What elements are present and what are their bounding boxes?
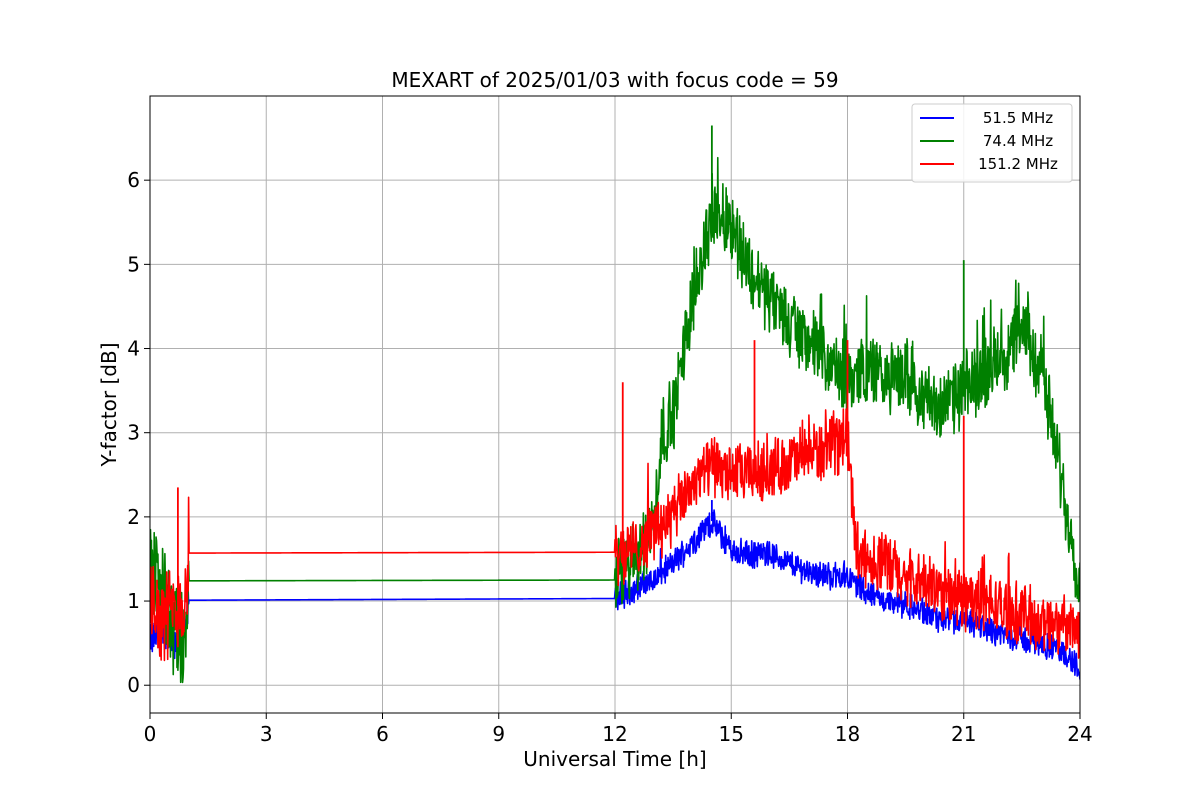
- y-tick-label: 0: [127, 673, 140, 697]
- legend-box: [911, 103, 1073, 183]
- x-tick-label: 21: [951, 722, 976, 746]
- x-tick-label: 24: [1067, 722, 1092, 746]
- y-tick-label: 2: [127, 505, 140, 529]
- legend-label: 51.5 MHz: [983, 109, 1053, 127]
- legend-label: 151.2 MHz: [978, 155, 1058, 173]
- series-layer: [150, 125, 1080, 684]
- x-tick-label: 6: [376, 722, 389, 746]
- y-tick-label: 6: [127, 168, 140, 192]
- x-tick-label: 12: [602, 722, 627, 746]
- x-tick-label: 18: [835, 722, 860, 746]
- y-tick-label: 4: [127, 337, 140, 361]
- legend-label: 74.4 MHz: [983, 132, 1053, 150]
- y-tick-label: 3: [127, 421, 140, 445]
- legend: 51.5 MHz 74.4 MHz 151.2 MHz: [911, 103, 1073, 183]
- x-axis-title: Universal Time [h]: [523, 747, 706, 771]
- series-line-3: [150, 408, 1080, 662]
- y-tick-label: 5: [127, 252, 140, 276]
- x-tick-label: 3: [260, 722, 273, 746]
- y-tick-label: 1: [127, 589, 140, 613]
- y-axis-title: Y-factor [dB]: [97, 342, 121, 467]
- chart-title: MEXART of 2025/01/03 with focus code = 5…: [391, 68, 838, 92]
- x-tick-label: 15: [719, 722, 744, 746]
- series-line-2: [150, 156, 1080, 684]
- x-tick-label: 0: [144, 722, 157, 746]
- x-tick-label: 9: [492, 722, 505, 746]
